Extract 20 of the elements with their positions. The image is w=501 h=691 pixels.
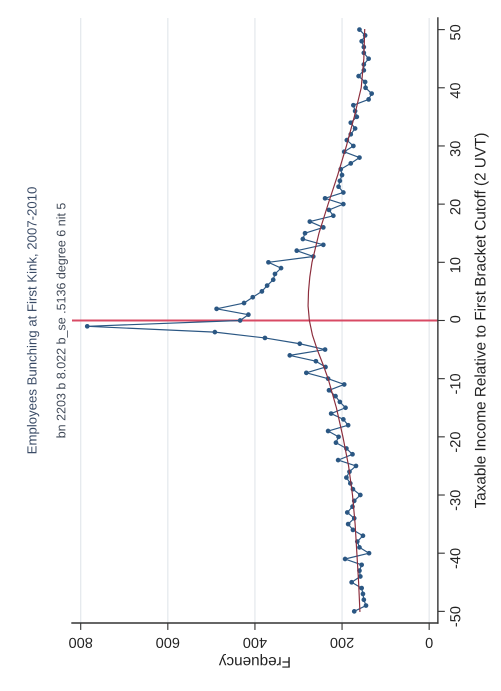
y-axis-title: Taxable Income Relative to First Bracket Cutoff (2 UVT): [474, 133, 489, 508]
x-axis-title: Frequency: [218, 654, 290, 668]
y-tick-label: -50: [450, 606, 460, 627]
x-tick-label: 600: [156, 638, 180, 648]
y-tick-label: 50: [450, 24, 460, 40]
y-tick-label: -40: [450, 548, 460, 568]
y-tick-label: -20: [450, 432, 460, 452]
y-tick-label: -30: [450, 490, 460, 510]
text: Employees Bunching at First Kink, 2007-2010: [26, 187, 40, 454]
y-tick-label: 40: [450, 83, 460, 98]
text: bn 2203 b 8.022 b_se .5136 degree 6 nit 5: [56, 203, 68, 438]
y-tick-label: 20: [450, 199, 460, 214]
x-tick-label: 800: [69, 638, 92, 648]
x-tick-label: 0: [426, 638, 433, 648]
y-tick-label: 0: [450, 316, 460, 323]
y-tick-label: -10: [450, 374, 460, 394]
x-tick-label: 400: [243, 638, 267, 648]
y-tick-label: 30: [450, 141, 460, 156]
x-tick-label: 200: [330, 638, 354, 648]
y-tick-label: 10: [450, 258, 460, 272]
